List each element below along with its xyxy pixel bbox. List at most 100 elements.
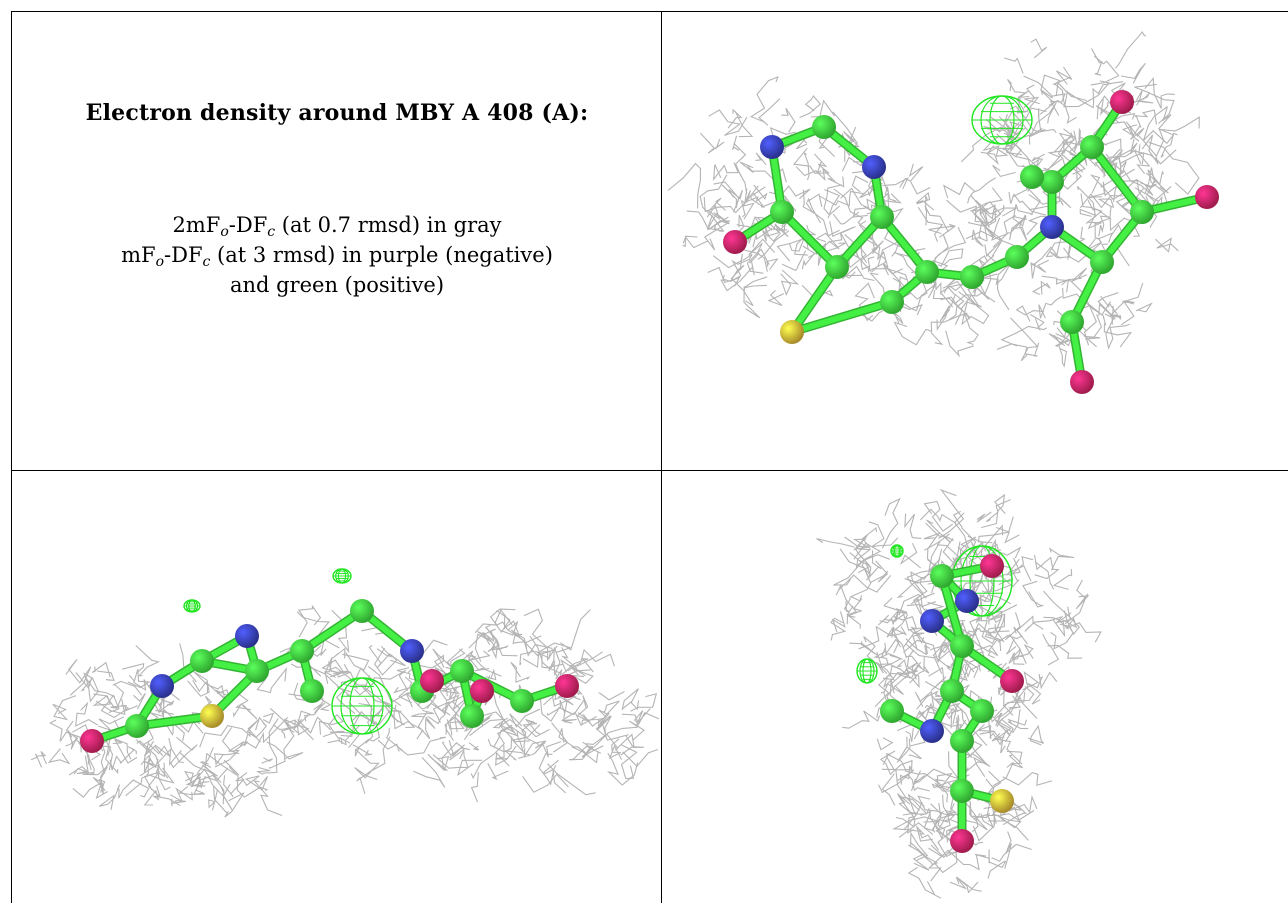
density-mesh-line — [1057, 343, 1068, 368]
density-mesh-line — [876, 651, 902, 668]
density-mesh-line — [883, 665, 912, 688]
bond — [779, 209, 840, 270]
density-mesh-line — [561, 647, 578, 670]
density-mesh-line — [484, 624, 500, 653]
density-mesh-line — [474, 631, 493, 662]
density-mesh-line — [1100, 153, 1125, 188]
density-mesh-line — [469, 652, 490, 672]
density-mesh-line — [917, 206, 944, 242]
density-mesh-line — [1156, 116, 1200, 157]
density-mesh-line — [967, 724, 985, 759]
density-mesh-line — [856, 551, 871, 574]
nitrogen-atom — [920, 719, 944, 743]
density-mesh-line — [1008, 794, 1038, 814]
density-mesh-line — [468, 628, 496, 649]
density-mesh-line — [1136, 89, 1143, 106]
density-mesh-line — [119, 746, 137, 764]
positive-density-blob — [188, 599, 196, 613]
density-mesh-line — [80, 677, 100, 693]
density-mesh-line — [854, 282, 875, 322]
density-mesh-line — [1027, 724, 1045, 746]
molecule-render — [30, 568, 660, 818]
density-mesh-line — [510, 629, 542, 649]
density-mesh-line — [603, 700, 620, 717]
density-mesh-line — [831, 611, 846, 633]
density-mesh-line — [975, 199, 991, 228]
density-mesh-line — [546, 699, 566, 716]
density-mesh-line — [185, 767, 229, 788]
nitrogen-atom — [400, 639, 424, 663]
density-mesh-line — [1064, 579, 1087, 625]
figure-title: Electron density around MBY A 408 (A): — [85, 100, 589, 126]
density-mesh-line — [542, 759, 567, 794]
density-mesh-line — [988, 538, 1022, 559]
density-mesh-line — [169, 787, 193, 803]
density-mesh-line — [224, 792, 245, 818]
density-mesh-line — [1011, 186, 1041, 216]
density-mesh-line — [896, 765, 913, 785]
density-mesh-line — [468, 742, 480, 751]
density-mesh-line — [1008, 191, 1047, 216]
density-mesh-line — [846, 598, 863, 618]
density-mesh-line — [904, 770, 941, 785]
density-mesh-line — [431, 755, 450, 771]
density-mesh-line — [192, 680, 227, 702]
density-mesh-line — [1120, 300, 1135, 326]
density-mesh-line — [320, 638, 340, 656]
density-mesh-line — [199, 724, 251, 748]
density-mesh-line — [524, 718, 541, 735]
density-mesh-line — [904, 513, 922, 539]
density-mesh-line — [1002, 670, 1040, 716]
density-mesh-line — [1120, 178, 1157, 195]
density-mesh-line — [1007, 718, 1029, 730]
density-mesh-line — [917, 794, 950, 817]
density-mesh-line — [758, 98, 781, 126]
density-mesh-line — [837, 574, 892, 593]
density-mesh-line — [1008, 652, 1025, 665]
density-mesh-line — [929, 810, 956, 846]
density-mesh-line — [1002, 818, 1029, 841]
density-mesh-line — [924, 704, 944, 716]
density-mesh-line — [713, 162, 740, 181]
density-mesh-line — [548, 647, 561, 676]
density-mesh-line — [1049, 547, 1075, 571]
carbon-atom — [812, 115, 836, 139]
density-mesh-line — [1115, 187, 1145, 216]
density-mesh-line — [743, 286, 761, 319]
density-mesh-line — [928, 847, 980, 871]
carbon-atom — [870, 205, 894, 229]
density-mesh-line — [747, 184, 768, 203]
density-mesh-line — [987, 860, 1007, 879]
density-mesh-line — [495, 745, 517, 767]
density-mesh-line — [740, 188, 748, 218]
density-mesh-line — [989, 565, 1007, 593]
density-mesh-line — [49, 719, 82, 753]
density-mesh-line — [1000, 325, 1048, 347]
carbon-atom — [460, 704, 484, 728]
density-mesh-line — [971, 752, 991, 778]
density-mesh-line — [427, 700, 451, 725]
density-mesh-line — [318, 697, 332, 712]
density-mesh-line — [500, 725, 527, 741]
density-mesh-line — [140, 741, 155, 773]
density-mesh-line — [824, 188, 841, 219]
density-mesh-line — [386, 727, 403, 752]
density-mesh-line — [898, 593, 921, 616]
carbon-atom — [950, 634, 974, 658]
density-mesh-line — [964, 660, 984, 679]
density-mesh-line — [720, 260, 755, 292]
density-mesh-line — [974, 849, 990, 864]
density-mesh-line — [810, 99, 836, 118]
density-mesh-line — [280, 718, 303, 739]
carbon-atom — [880, 699, 904, 723]
density-mesh-line — [457, 759, 483, 777]
density-mesh-line — [728, 189, 743, 213]
density-mesh-line — [1134, 109, 1158, 128]
density-mesh-line — [572, 670, 594, 684]
density-mesh-line — [823, 184, 843, 216]
density-mesh-line — [952, 536, 977, 566]
density-mesh-line — [509, 708, 541, 728]
density-view-top-right — [662, 12, 1288, 470]
density-mesh-line — [727, 108, 743, 129]
density-mesh-line — [1023, 75, 1066, 116]
